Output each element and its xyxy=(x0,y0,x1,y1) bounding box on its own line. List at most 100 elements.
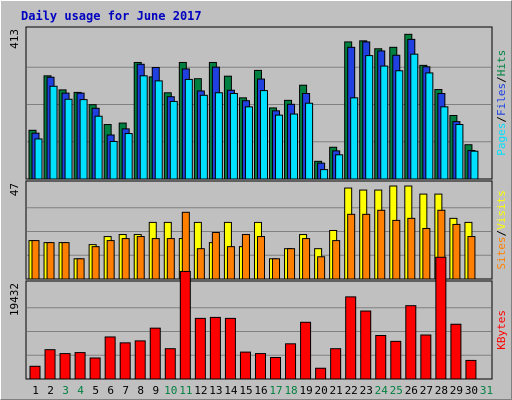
bar-sites-day-16 xyxy=(256,236,265,280)
bar-kbytes-day-3 xyxy=(59,353,71,380)
bar-sites-day-27 xyxy=(422,227,431,280)
day-label-14: 14 xyxy=(224,384,238,397)
bar-sites-day-29 xyxy=(452,223,461,280)
day-label-9: 9 xyxy=(152,384,159,397)
day-label-2: 2 xyxy=(47,384,54,397)
bar-sites-day-2 xyxy=(46,242,55,280)
bar-kbytes-day-16 xyxy=(254,353,266,380)
bar-sites-day-12 xyxy=(196,248,205,280)
day-label-12: 12 xyxy=(194,384,207,397)
day-label-5: 5 xyxy=(92,384,99,397)
legend-item-1-1: Pages xyxy=(495,123,508,156)
legend-item-2-2: / xyxy=(495,230,508,237)
bar-pages-day-11 xyxy=(184,78,193,180)
bar-pages-day-1 xyxy=(34,138,43,180)
bar-pages-day-18 xyxy=(290,113,299,180)
day-label-7: 7 xyxy=(122,384,129,397)
day-label-21: 21 xyxy=(330,384,343,397)
bar-sites-day-11 xyxy=(181,211,190,280)
bar-kbytes-day-15 xyxy=(239,351,251,380)
bar-sites-day-26 xyxy=(407,217,416,280)
bar-kbytes-day-23 xyxy=(360,310,372,380)
bar-pages-day-3 xyxy=(64,98,73,180)
bar-pages-day-20 xyxy=(320,169,329,180)
bar-sites-day-6 xyxy=(106,240,115,280)
bar-pages-day-22 xyxy=(350,97,359,180)
day-label-3: 3 xyxy=(62,384,69,397)
day-label-11: 11 xyxy=(179,384,192,397)
axis-max-label-3: 19432 xyxy=(8,283,21,316)
day-label-1: 1 xyxy=(32,384,39,397)
bar-kbytes-day-25 xyxy=(390,340,402,380)
bar-pages-day-16 xyxy=(259,90,268,180)
bar-pages-day-9 xyxy=(154,80,163,180)
bar-sites-day-13 xyxy=(211,232,220,280)
legend-item-2-3: Visits xyxy=(495,190,508,230)
bar-pages-day-17 xyxy=(275,114,284,180)
bar-pages-day-10 xyxy=(169,100,178,180)
day-label-30: 30 xyxy=(465,384,478,397)
bar-kbytes-day-27 xyxy=(420,334,432,380)
day-label-27: 27 xyxy=(420,384,433,397)
legend-2: Sites/Visits xyxy=(495,190,508,270)
day-label-22: 22 xyxy=(345,384,358,397)
bar-sites-day-15 xyxy=(241,234,250,280)
bar-pages-day-7 xyxy=(124,133,133,180)
day-label-4: 4 xyxy=(77,384,84,397)
day-label-19: 19 xyxy=(299,384,312,397)
bar-kbytes-day-9 xyxy=(149,327,161,380)
bar-sites-day-23 xyxy=(362,213,371,280)
bar-kbytes-day-4 xyxy=(74,352,86,380)
bar-sites-day-4 xyxy=(76,258,85,280)
bar-pages-day-28 xyxy=(440,106,449,180)
bar-kbytes-day-20 xyxy=(315,367,327,380)
bar-kbytes-day-26 xyxy=(405,305,417,380)
bar-kbytes-day-10 xyxy=(164,348,176,380)
day-label-25: 25 xyxy=(390,384,403,397)
bar-kbytes-day-12 xyxy=(194,317,206,380)
bar-sites-day-18 xyxy=(287,248,296,280)
day-label-20: 20 xyxy=(315,384,328,397)
bar-sites-day-19 xyxy=(302,238,311,280)
legend-1: Pages/Files/Hits xyxy=(495,50,508,156)
day-label-24: 24 xyxy=(375,384,389,397)
bar-sites-day-3 xyxy=(61,242,70,280)
bar-pages-day-15 xyxy=(244,106,253,180)
legend-item-2-1: Sites xyxy=(495,236,508,269)
bar-sites-day-9 xyxy=(151,238,160,280)
bar-sites-day-5 xyxy=(91,246,100,280)
bar-kbytes-day-1 xyxy=(29,365,41,380)
day-label-28: 28 xyxy=(435,384,448,397)
day-label-29: 29 xyxy=(450,384,463,397)
bar-sites-day-30 xyxy=(467,236,476,280)
bar-sites-day-22 xyxy=(347,213,356,280)
bar-kbytes-day-24 xyxy=(375,334,387,380)
bar-pages-day-27 xyxy=(425,72,434,180)
legend-item-1-5: Hits xyxy=(495,50,508,77)
bar-kbytes-day-21 xyxy=(330,348,342,380)
bar-pages-day-6 xyxy=(109,140,118,180)
bar-sites-day-14 xyxy=(226,246,235,280)
bar-sites-day-17 xyxy=(272,258,281,280)
axis-max-label-2: 47 xyxy=(8,183,21,196)
bar-kbytes-day-30 xyxy=(465,359,477,380)
bar-pages-day-5 xyxy=(94,115,103,180)
bar-pages-day-8 xyxy=(139,75,148,180)
bar-kbytes-day-17 xyxy=(270,356,282,380)
bar-sites-day-20 xyxy=(317,256,326,280)
legend-item-3-1: KBytes xyxy=(495,310,508,350)
bar-pages-day-13 xyxy=(214,92,223,180)
day-label-31: 31 xyxy=(480,384,493,397)
legend-3: KBytes xyxy=(495,310,508,350)
day-label-13: 13 xyxy=(209,384,222,397)
bar-kbytes-day-19 xyxy=(300,321,312,380)
bar-kbytes-day-22 xyxy=(345,296,357,380)
day-label-18: 18 xyxy=(284,384,297,397)
day-label-6: 6 xyxy=(107,384,114,397)
bar-sites-day-21 xyxy=(332,240,341,280)
day-label-26: 26 xyxy=(405,384,418,397)
day-label-23: 23 xyxy=(360,384,373,397)
bar-pages-day-30 xyxy=(470,150,479,180)
